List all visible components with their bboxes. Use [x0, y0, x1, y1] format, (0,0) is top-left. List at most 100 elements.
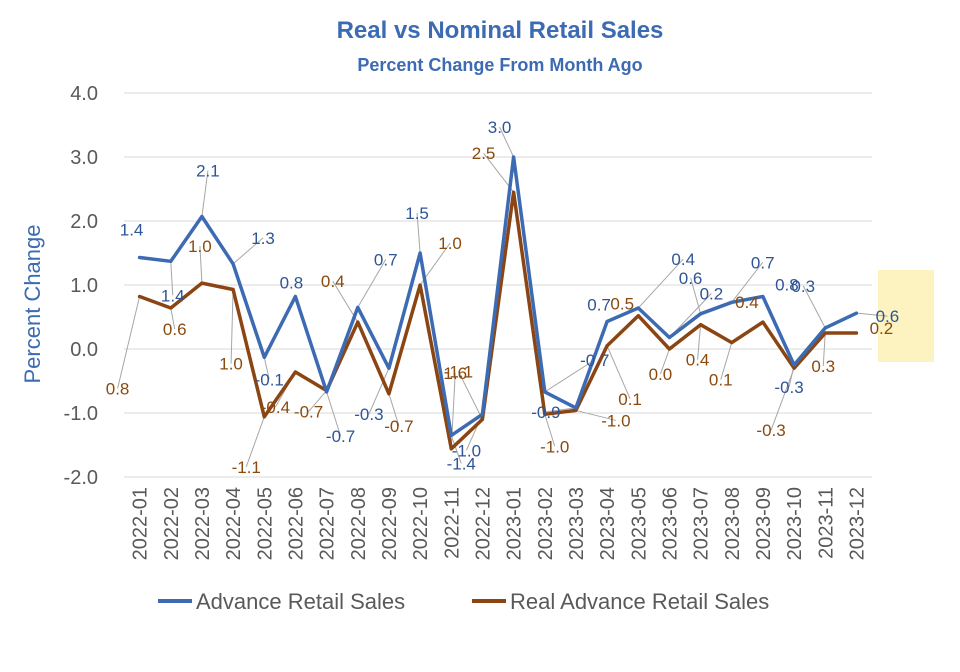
- data-label-advance: -0.3: [774, 378, 803, 397]
- data-point-advance: [293, 295, 297, 299]
- data-label-advance: 1.3: [251, 229, 275, 248]
- data-point-real: [449, 447, 453, 451]
- series-lines: [137, 155, 859, 451]
- data-label-advance: -1.0: [452, 441, 481, 460]
- data-label-advance: -0.9: [531, 403, 560, 422]
- data-label-real: 1.0: [188, 237, 212, 256]
- data-label-advance: -0.7: [326, 427, 355, 446]
- data-point-real: [480, 417, 484, 421]
- x-tick-label: 2022-12: [472, 487, 494, 560]
- chart-title: Real vs Nominal Retail Sales: [337, 17, 664, 44]
- data-label-advance: 1.4: [161, 286, 185, 305]
- leader-line: [170, 261, 174, 296]
- data-label-advance: 0.8: [280, 274, 304, 293]
- leader-line: [544, 414, 556, 447]
- data-point-real: [699, 323, 703, 327]
- data-point-real: [387, 392, 391, 396]
- data-point-advance: [823, 326, 827, 330]
- data-label-real: 0.4: [686, 351, 710, 370]
- y-tick-label: 1.0: [70, 275, 98, 297]
- data-point-real: [138, 295, 142, 299]
- data-label-advance: 0.6: [876, 307, 900, 326]
- data-label-real: 2.5: [472, 144, 496, 163]
- x-tick-label: 2023-02: [535, 487, 557, 560]
- leader-line: [731, 261, 764, 303]
- leader-line: [606, 345, 631, 399]
- data-label-real: 0.5: [610, 295, 634, 314]
- x-tick-label: 2023-01: [504, 487, 526, 560]
- leader-line: [637, 258, 684, 309]
- x-tick-label: 2023-09: [753, 487, 775, 560]
- leader-line: [697, 324, 702, 360]
- data-label-real: 0.0: [649, 365, 673, 384]
- data-point-real: [854, 331, 858, 335]
- x-tick-label: 2023-04: [597, 487, 619, 560]
- data-label-real: 1.0: [438, 234, 462, 253]
- data-point-real: [761, 320, 765, 324]
- leader-line: [802, 285, 826, 329]
- x-tick-label: 2023-12: [846, 487, 868, 560]
- data-point-real: [667, 347, 671, 351]
- data-label-real: 0.1: [709, 371, 733, 390]
- data-point-real: [169, 306, 173, 310]
- data-point-real: [605, 344, 609, 348]
- x-tick-label: 2023-05: [628, 487, 650, 560]
- data-point-real: [200, 281, 204, 285]
- x-tick-label: 2022-05: [254, 487, 276, 560]
- data-point-advance: [325, 390, 329, 394]
- data-labels: 1.41.42.11.3-0.10.8-0.70.7-0.31.5-1.4-1.…: [106, 118, 899, 477]
- data-label-advance: 2.1: [196, 162, 220, 181]
- y-tick-label: 0.0: [70, 339, 98, 361]
- data-label-advance: 0.3: [791, 277, 815, 296]
- data-label-real: 1.6: [443, 364, 467, 383]
- leader-line: [450, 435, 462, 464]
- data-point-advance: [792, 363, 796, 367]
- data-point-advance: [138, 255, 142, 259]
- data-point-advance: [356, 305, 360, 309]
- y-tick-label: 2.0: [70, 211, 98, 233]
- data-label-real: 0.4: [735, 293, 759, 312]
- leader-line: [117, 296, 141, 389]
- data-point-advance: [605, 319, 609, 323]
- leader-line: [201, 170, 209, 217]
- data-label-advance: 0.2: [700, 284, 724, 303]
- gridlines: [124, 92, 872, 478]
- data-point-advance: [512, 155, 516, 159]
- data-point-real: [231, 287, 235, 291]
- data-point-advance: [231, 262, 235, 266]
- data-label-advance: 0.6: [679, 269, 703, 288]
- data-label-advance: 0.4: [671, 250, 695, 269]
- data-point-advance: [169, 259, 173, 263]
- data-label-real: 0.4: [321, 272, 345, 291]
- data-label-real: -0.4: [261, 398, 290, 417]
- data-point-real: [418, 283, 422, 287]
- data-label-advance: -0.3: [354, 405, 383, 424]
- x-tick-label: 2022-08: [348, 487, 370, 560]
- data-label-real: -1.1: [444, 362, 473, 381]
- y-axis-ticks: 4.0 3.0 2.0 1.0 0.0 -1.0 -2.0: [64, 83, 98, 489]
- leader-line: [499, 126, 515, 158]
- data-label-real: 0.6: [163, 320, 187, 339]
- legend: Advance Retail Sales Real Advance Retail…: [158, 589, 769, 614]
- data-point-real: [543, 412, 547, 416]
- leader-line: [545, 407, 576, 413]
- series-line-advance: [137, 155, 859, 438]
- data-point-advance: [449, 433, 453, 437]
- data-point-advance: [200, 215, 204, 219]
- x-tick-label: 2022-06: [285, 487, 307, 560]
- leader-line: [770, 368, 795, 431]
- x-tick-label: 2022-09: [379, 487, 401, 560]
- data-point-advance: [699, 312, 703, 316]
- leader-line: [170, 307, 176, 330]
- leader-line: [416, 212, 421, 254]
- data-label-real: 0.1: [618, 390, 642, 409]
- data-point-real: [730, 341, 734, 345]
- leader-line: [720, 342, 733, 380]
- x-tick-label: 2022-02: [161, 487, 183, 560]
- data-label-advance: 0.7: [374, 250, 398, 269]
- leader-line: [230, 289, 234, 364]
- y-tick-label: -1.0: [64, 403, 98, 425]
- data-point-advance: [262, 355, 266, 359]
- data-label-real: -0.7: [384, 417, 413, 436]
